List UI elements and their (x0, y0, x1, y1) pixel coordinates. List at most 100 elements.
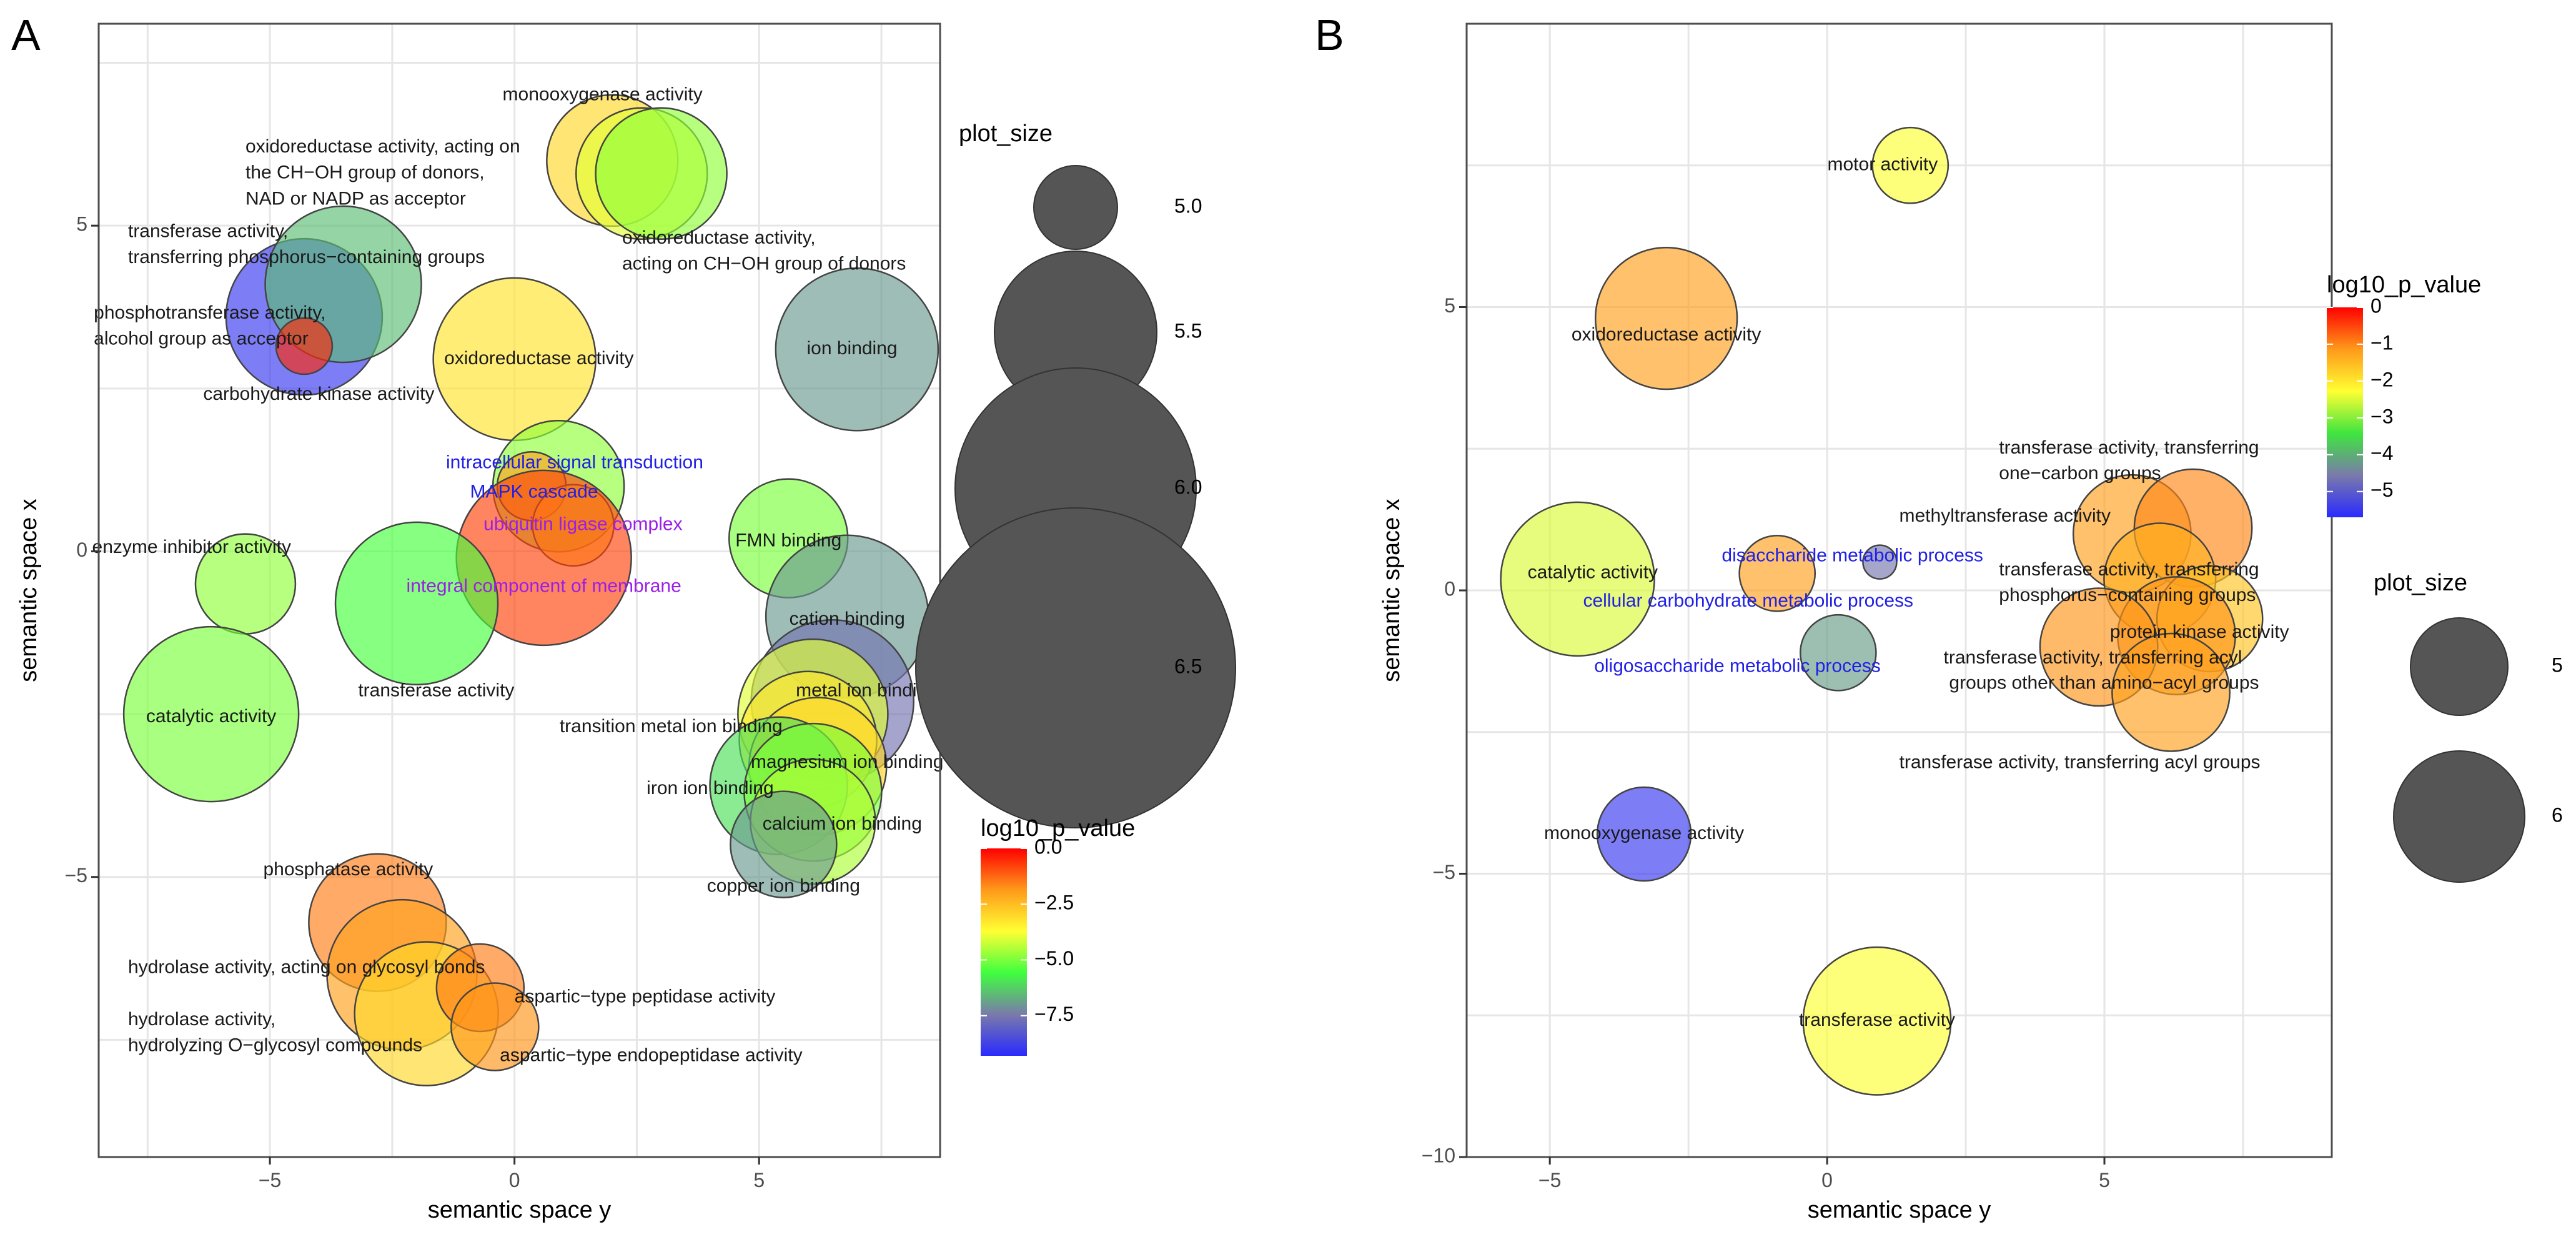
legend-color-tick-label: −4 (2370, 442, 2393, 464)
legend-color-tick-label: −2 (2370, 368, 2393, 390)
term-label: one−carbon groups (1999, 463, 2161, 484)
legend-size-title: plot_size (959, 121, 1053, 147)
data-point (775, 267, 939, 432)
y-tick-label: −5 (65, 864, 87, 887)
term-label: transferring phosphorus−containing group… (128, 247, 485, 267)
term-label: ion binding (806, 338, 897, 359)
legend-size: plot_size 5.0 5.5 6.0 6.5 (915, 121, 1236, 828)
term-label: integral component of membrane (407, 576, 681, 597)
panel-label-b: B (1315, 11, 1344, 59)
term-label: aspartic−type endopeptidase activity (500, 1045, 802, 1065)
term-label: metal ion binding (796, 680, 938, 701)
legend-color-tick-label: −5 (2370, 479, 2393, 501)
term-label: carbohydrate kinase activity (203, 384, 434, 404)
term-label: acting on CH−OH group of donors (622, 254, 906, 274)
legend-color-title: log10_p_value (2327, 272, 2481, 298)
legend-color-tick-label: −1 (2370, 331, 2393, 354)
x-axis-title: semantic space y (428, 1197, 612, 1223)
term-label: disaccharide metabolic process (1721, 545, 1983, 566)
term-label: FMN binding (735, 530, 841, 551)
term-label: MAPK cascade (470, 482, 598, 502)
term-label: phosphorus−containing groups (1999, 585, 2256, 605)
chart-b: motor activity oxidoreductase activity cat… (1379, 22, 2563, 1223)
legend-color-tick-label: −5.0 (1034, 947, 1074, 970)
term-label: alcohol group as acceptor (94, 329, 309, 349)
term-label: motor activity (1828, 154, 1938, 175)
legend-size-label: 5.5 (1174, 319, 1202, 342)
term-label: protein kinase activity (2110, 622, 2289, 642)
legend-color-tick-label: 0.0 (1034, 835, 1062, 858)
data-point (1594, 246, 1738, 390)
term-label: monooxygenase activity (503, 84, 703, 105)
term-label: catalytic activity (1528, 562, 1658, 583)
term-label: transferase activity (358, 680, 514, 701)
term-label: copper ion binding (707, 875, 860, 896)
legend-color-tick-label: −2.5 (1034, 892, 1074, 914)
term-label: intracellular signal transduction (446, 452, 703, 473)
term-label: oxidoreductase activity, acting on (245, 136, 520, 157)
term-label: oligosaccharide metabolic process (1594, 655, 1881, 676)
data-point (595, 107, 728, 241)
term-label: the CH−OH group of donors, (245, 162, 485, 183)
data-point (122, 625, 300, 803)
term-label: oxidoreductase activity (1572, 324, 1761, 345)
term-label: transferase activity, transferring acyl (1944, 647, 2242, 668)
bubbles-group (122, 94, 939, 1086)
term-label: transferase activity, (128, 221, 288, 242)
legend-color-tick-label: 0 (2370, 294, 2382, 317)
term-label: transferase activity (1799, 1010, 1955, 1030)
term-label: ubiquitin ligase complex (483, 514, 683, 535)
term-label: cation binding (790, 609, 905, 629)
legend-size-swatch (2410, 617, 2509, 716)
term-label: enzyme inhibitor activity (92, 537, 291, 557)
legend-colorbar (2327, 307, 2363, 517)
term-label: aspartic−type peptidase activity (515, 986, 776, 1007)
term-label: phosphatase activity (263, 859, 433, 880)
data-point (334, 521, 499, 686)
legend-color-title: log10_p_value (981, 815, 1135, 842)
y-tick-label: −10 (1422, 1144, 1455, 1166)
term-label: catalytic activity (146, 706, 276, 727)
y-tick-label: 5 (76, 213, 87, 236)
term-label: transferase activity, transferring acyl … (1900, 752, 2261, 773)
y-axis-title: semantic space x (1379, 499, 1405, 682)
chart-a: monooxygenase activity oxidoreductase act… (16, 22, 1236, 1223)
data-point (1596, 786, 1692, 882)
x-tick-label: −5 (259, 1169, 281, 1191)
x-tick-label: 5 (753, 1169, 765, 1191)
legend-size-swatch (915, 507, 1236, 828)
data-point (1802, 946, 1952, 1096)
term-label: monooxygenase activity (1544, 823, 1744, 843)
term-label: groups other than amino−acyl groups (1949, 673, 2259, 693)
term-label: magnesium ion binding (751, 752, 944, 772)
term-label: calcium ion binding (763, 813, 922, 834)
data-point (1862, 544, 1898, 580)
y-tick-label: 0 (1444, 577, 1455, 600)
data-point (730, 790, 838, 898)
term-label: hydrolase activity, acting on glycosyl b… (128, 957, 485, 978)
y-tick-label: 0 (76, 539, 87, 561)
data-point (1871, 126, 1949, 204)
term-label: cellular carbohydrate metabolic process (1583, 590, 1913, 611)
data-point (1799, 614, 1877, 692)
legend-size-label: 6.5 (1174, 655, 1202, 677)
legend-size-label: 6.0 (1174, 475, 1202, 498)
term-label: NAD or NADP as acceptor (245, 188, 466, 209)
data-point (275, 317, 334, 375)
x-tick-label: 0 (509, 1169, 520, 1191)
y-tick-label: 5 (1444, 294, 1455, 317)
legend-colorbar (981, 848, 1027, 1056)
term-label: iron ion binding (646, 778, 773, 798)
data-point (2111, 632, 2231, 752)
legend-size-label: 6 (2552, 803, 2563, 826)
data-point (1500, 501, 1655, 657)
x-axis-title: semantic space y (1808, 1197, 1991, 1223)
legend-size: plot_size 5 6 (2374, 570, 2563, 883)
term-label: hydrolyzing O−glycosyl compounds (128, 1035, 422, 1056)
legend-size-swatch (1033, 165, 1118, 250)
term-label: methyltransferase activity (1900, 505, 2111, 526)
legend-color-tick-label: −3 (2370, 405, 2393, 427)
data-point (1738, 534, 1816, 612)
bubbles-group (1500, 126, 2264, 1096)
term-label: transition metal ion binding (560, 716, 783, 737)
